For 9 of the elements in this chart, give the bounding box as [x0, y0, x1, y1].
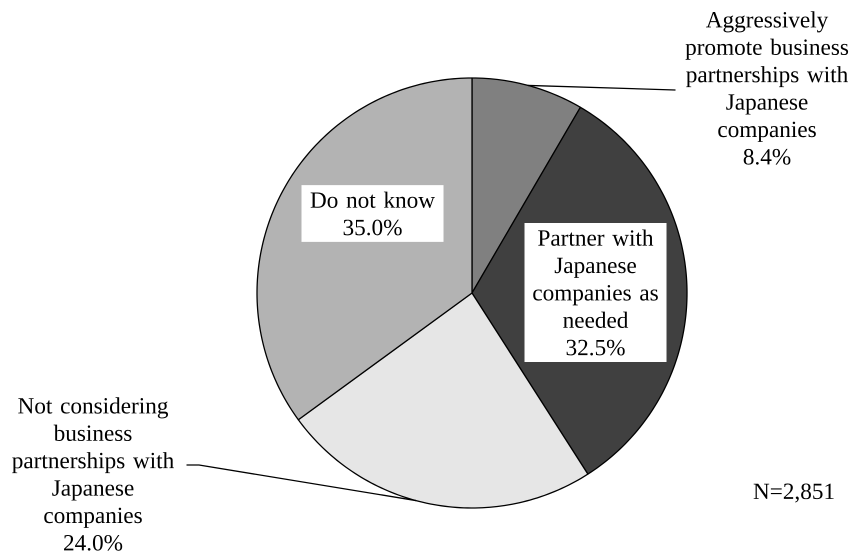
- slice-label: Not considering business partnerships with Japanese companies: [12, 397, 174, 528]
- slice-label: Partner with Japanese companies as needed: [533, 229, 658, 328]
- data-label: 32.5%: [566, 340, 625, 356]
- slice-label: Do not know: [310, 192, 435, 208]
- slice-label: Aggressively promote business partnerships with Japanese companies: [686, 11, 848, 142]
- text: N=2,851: [754, 483, 834, 503]
- data-label: 35.0%: [344, 220, 402, 236]
- data-label: 24.0%: [64, 534, 122, 551]
- data-label: 8.4%: [744, 148, 790, 165]
